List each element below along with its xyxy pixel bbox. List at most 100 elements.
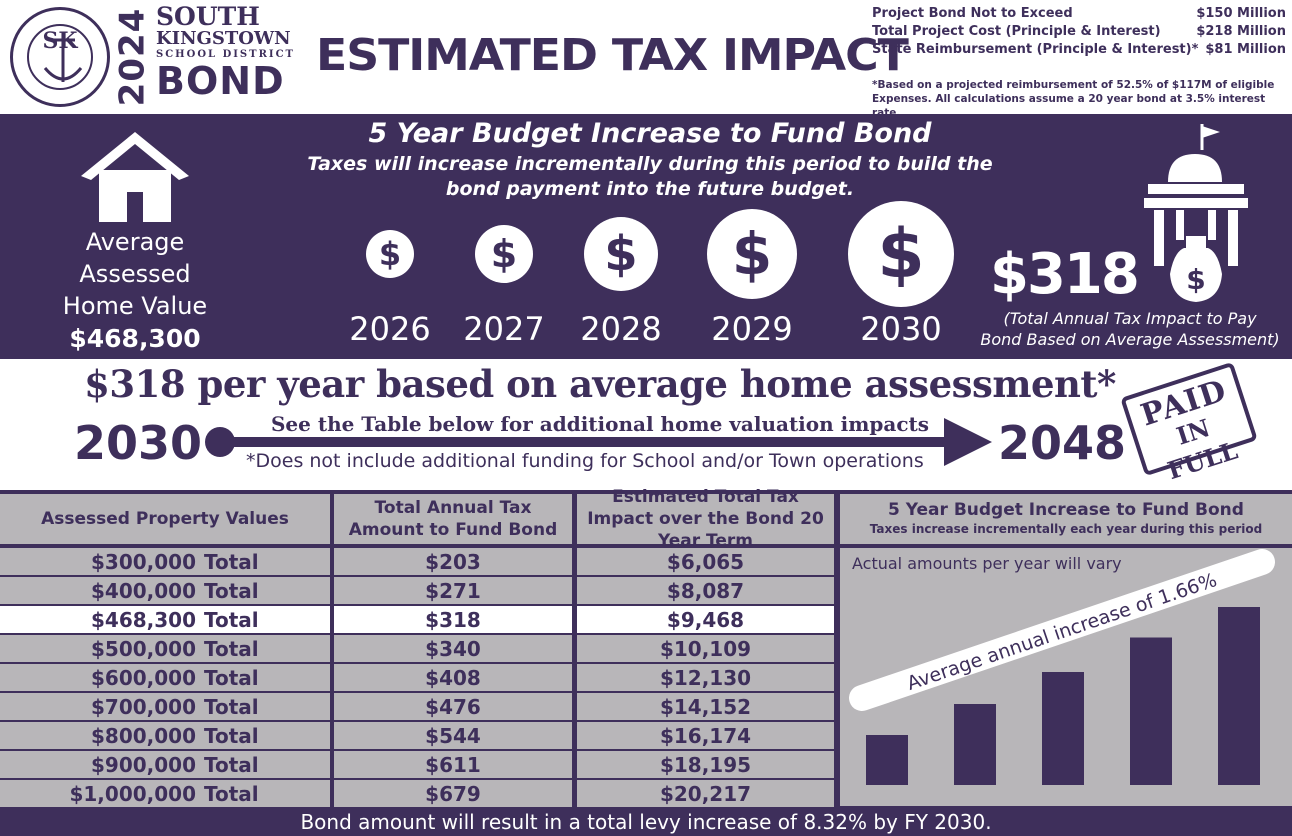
- total-caption-2: Bond Based on Average Assessment): [980, 330, 1280, 349]
- property-value: $400,000: [90, 578, 196, 603]
- dollar-coin-icon: $: [707, 209, 797, 299]
- total-word: Total: [204, 549, 259, 574]
- annual-tax-cell: $544: [334, 722, 572, 749]
- district-line-2: KINGSTOWN: [156, 28, 291, 49]
- cost-value: $81 Million: [1205, 42, 1286, 57]
- property-value: $500,000: [90, 636, 196, 661]
- chart-bar: [954, 704, 996, 785]
- dollar-coin-icon: $: [366, 230, 414, 278]
- total-caption-1: (Total Annual Tax Impact to Pay: [1003, 309, 1257, 328]
- average-home-label-2: Assessed: [79, 260, 191, 288]
- budget-year: 2029: [711, 310, 793, 348]
- term-impact-cell: $10,109: [577, 635, 834, 662]
- average-home-label-1: Average: [85, 228, 185, 256]
- total-annual-impact: $318: [990, 242, 1140, 307]
- district-name: SOUTH KINGSTOWN SCHOOL DISTRICT BOND: [156, 4, 296, 100]
- cost-row: Project Bond Not to Exceed $150 Million: [872, 6, 1286, 24]
- total-word: Total: [204, 607, 259, 632]
- total-annual-impact-caption: (Total Annual Tax Impact to Pay Bond Bas…: [980, 308, 1280, 350]
- timeline-start-year: 2030: [74, 416, 203, 470]
- chart-body: Average annual increase of 1.66%: [840, 548, 1292, 806]
- property-value: $300,000: [90, 549, 196, 574]
- timeline-arrow: [205, 418, 992, 466]
- band-subtitle-1: Taxes will increase incrementally during…: [307, 153, 993, 175]
- total-word: Total: [204, 665, 259, 690]
- property-value-cell: $800,000 Total: [0, 722, 330, 749]
- page-title: ESTIMATED TAX IMPACT: [316, 30, 909, 81]
- band-subtitle: Taxes will increase incrementally during…: [300, 152, 1000, 202]
- header: SK 2024 SOUTH KINGSTOWN SCHOOL DISTRICT …: [0, 0, 1292, 119]
- property-value-cell: $500,000 Total: [0, 635, 330, 662]
- cost-value: $218 Million: [1196, 24, 1286, 39]
- average-home-value: $468,300: [69, 324, 201, 353]
- table-row: $468,300 Total $318 $9,468: [0, 606, 836, 633]
- chart-header: 5 Year Budget Increase to Fund Bond Taxe…: [840, 494, 1292, 544]
- table-header-term-impact: Estimated Total Tax Impact over the Bond…: [577, 487, 834, 551]
- budget-year: 2028: [580, 310, 662, 348]
- annual-tax-cell: $679: [334, 780, 572, 807]
- house-icon: [81, 132, 189, 222]
- annual-tax-cell: $340: [334, 635, 572, 662]
- average-home-label-3: Home Value: [62, 292, 208, 320]
- svg-text:$: $: [1186, 263, 1205, 296]
- band-title: 5 Year Budget Increase to Fund Bond: [368, 118, 932, 149]
- property-value: $1,000,000: [69, 781, 196, 806]
- annual-tax-cell: $203: [334, 548, 572, 575]
- exclusion-note: *Does not include additional funding for…: [246, 450, 924, 472]
- chart-bar: [1130, 637, 1172, 785]
- footer-levy-note: Bond amount will result in a total levy …: [0, 808, 1292, 836]
- budget-year: 2027: [463, 310, 545, 348]
- term-impact-cell: $6,065: [577, 548, 834, 575]
- band-subtitle-2: bond payment into the future budget.: [445, 178, 855, 200]
- table-row: $1,000,000 Total $679 $20,217: [0, 780, 836, 807]
- budget-band: Average Assessed Home Value $468,300 5 Y…: [0, 114, 1292, 359]
- table-row: $400,000 Total $271 $8,087: [0, 577, 836, 604]
- table-header-annual-tax: Total Annual Tax Amount to Fund Bond: [334, 494, 572, 544]
- table-row: $900,000 Total $611 $18,195: [0, 751, 836, 778]
- project-cost-summary: Project Bond Not to Exceed $150 Million To…: [872, 6, 1286, 60]
- chart-bar: [1218, 607, 1260, 785]
- total-word: Total: [204, 723, 259, 748]
- table-row: $600,000 Total $408 $12,130: [0, 664, 836, 691]
- annual-tax-cell: $611: [334, 751, 572, 778]
- district-line-3: SCHOOL DISTRICT: [156, 49, 295, 60]
- term-impact-cell: $20,217: [577, 780, 834, 807]
- property-value-cell: $468,300 Total: [0, 606, 330, 633]
- annual-tax-cell: $271: [334, 577, 572, 604]
- chart-title: 5 Year Budget Increase to Fund Bond: [888, 500, 1244, 520]
- table-row: $800,000 Total $544 $16,174: [0, 722, 836, 749]
- dollar-coin-icon: $: [475, 225, 533, 283]
- term-impact-cell: $14,152: [577, 693, 834, 720]
- property-value: $468,300: [90, 607, 196, 632]
- annual-tax-cell: $318: [334, 606, 572, 633]
- annual-tax-cell: $408: [334, 664, 572, 691]
- annual-tax-cell: $476: [334, 693, 572, 720]
- capitol-money-bag-icon: $: [1144, 124, 1248, 302]
- average-home-label: Average Assessed Home Value: [40, 226, 230, 322]
- property-value: $900,000: [90, 752, 196, 777]
- bond-year: 2024: [112, 4, 152, 110]
- term-impact-cell: $18,195: [577, 751, 834, 778]
- property-value-cell: $700,000 Total: [0, 693, 330, 720]
- bond-year-text: 2024: [112, 7, 153, 107]
- chart-bar: [866, 735, 908, 785]
- property-value-cell: $400,000 Total: [0, 577, 330, 604]
- timeline-end-year: 2048: [998, 416, 1127, 470]
- anchor-icon: [43, 32, 83, 82]
- property-value: $600,000: [90, 665, 196, 690]
- term-impact-cell: $16,174: [577, 722, 834, 749]
- headline: $318 per year based on average home asse…: [84, 362, 1116, 406]
- property-value: $800,000: [90, 723, 196, 748]
- total-word: Total: [204, 694, 259, 719]
- district-line-4: BOND: [156, 59, 285, 103]
- cost-label: Total Project Cost (Principle & Interest…: [872, 24, 1161, 39]
- see-table-note: See the Table below for additional home …: [270, 412, 930, 436]
- budget-year: 2026: [349, 310, 431, 348]
- chart-subtitle: Taxes increase incrementally each year d…: [869, 522, 1263, 536]
- table-row: $300,000 Total $203 $6,065: [0, 548, 836, 575]
- cost-footnote: *Based on a projected reimbursement of 5…: [872, 79, 1275, 119]
- table-header-property-values: Assessed Property Values: [0, 494, 330, 544]
- total-word: Total: [204, 781, 259, 806]
- property-value-cell: $600,000 Total: [0, 664, 330, 691]
- property-value-cell: $900,000 Total: [0, 751, 330, 778]
